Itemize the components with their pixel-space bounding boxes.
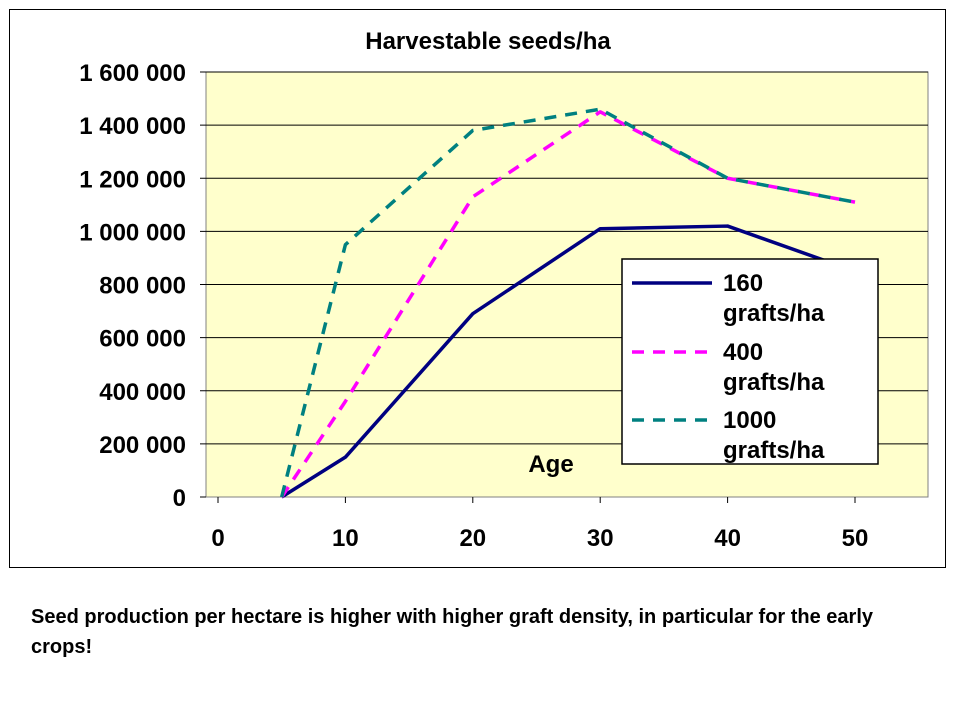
x-axis-label: Age — [528, 451, 573, 478]
series-line-2 — [280, 107, 856, 498]
x-tick-label: 50 — [842, 525, 869, 552]
y-tick-label: 1 400 000 — [79, 113, 186, 140]
x-tick-label: 0 — [211, 525, 224, 552]
y-tick-label: 1 200 000 — [79, 166, 186, 193]
y-tick-label: 800 000 — [99, 273, 186, 300]
chart-title: Harvestable seeds/ha — [365, 28, 611, 55]
x-tick-label: 10 — [332, 525, 359, 552]
y-tick-label: 600 000 — [99, 326, 186, 353]
series-line-1 — [280, 110, 856, 498]
x-tick-label: 20 — [459, 525, 486, 552]
legend-label: grafts/ha — [723, 300, 825, 327]
series-group — [280, 107, 856, 499]
y-tick-label: 1 000 000 — [79, 219, 186, 246]
y-tick-label: 400 000 — [99, 379, 186, 406]
legend: 160 grafts/ha 400 grafts/ha 1000 grafts/ha — [621, 258, 879, 465]
series-line-0 — [280, 224, 856, 499]
legend-label: 1000 — [723, 407, 776, 434]
legend-label: grafts/ha — [723, 437, 825, 464]
legend-box — [621, 258, 879, 465]
caption: Seed production per hectare is higher wi… — [31, 606, 874, 658]
x-tick-label: 40 — [714, 525, 741, 552]
x-axis-ticks: 0 10 20 30 40 50 — [206, 496, 928, 552]
legend-label: 400 — [723, 339, 763, 366]
legend-label: grafts/ha — [723, 369, 825, 396]
legend-label: 160 — [723, 270, 763, 297]
y-tick-label: 0 — [173, 485, 186, 512]
x-tick-label: 30 — [587, 525, 614, 552]
y-tick-label: 1 600 000 — [79, 60, 186, 87]
y-tick-label: 200 000 — [99, 432, 186, 459]
y-axis-ticks: 0 200 000 400 000 600 000 800 000 1 000 000 1 … — [79, 60, 206, 512]
